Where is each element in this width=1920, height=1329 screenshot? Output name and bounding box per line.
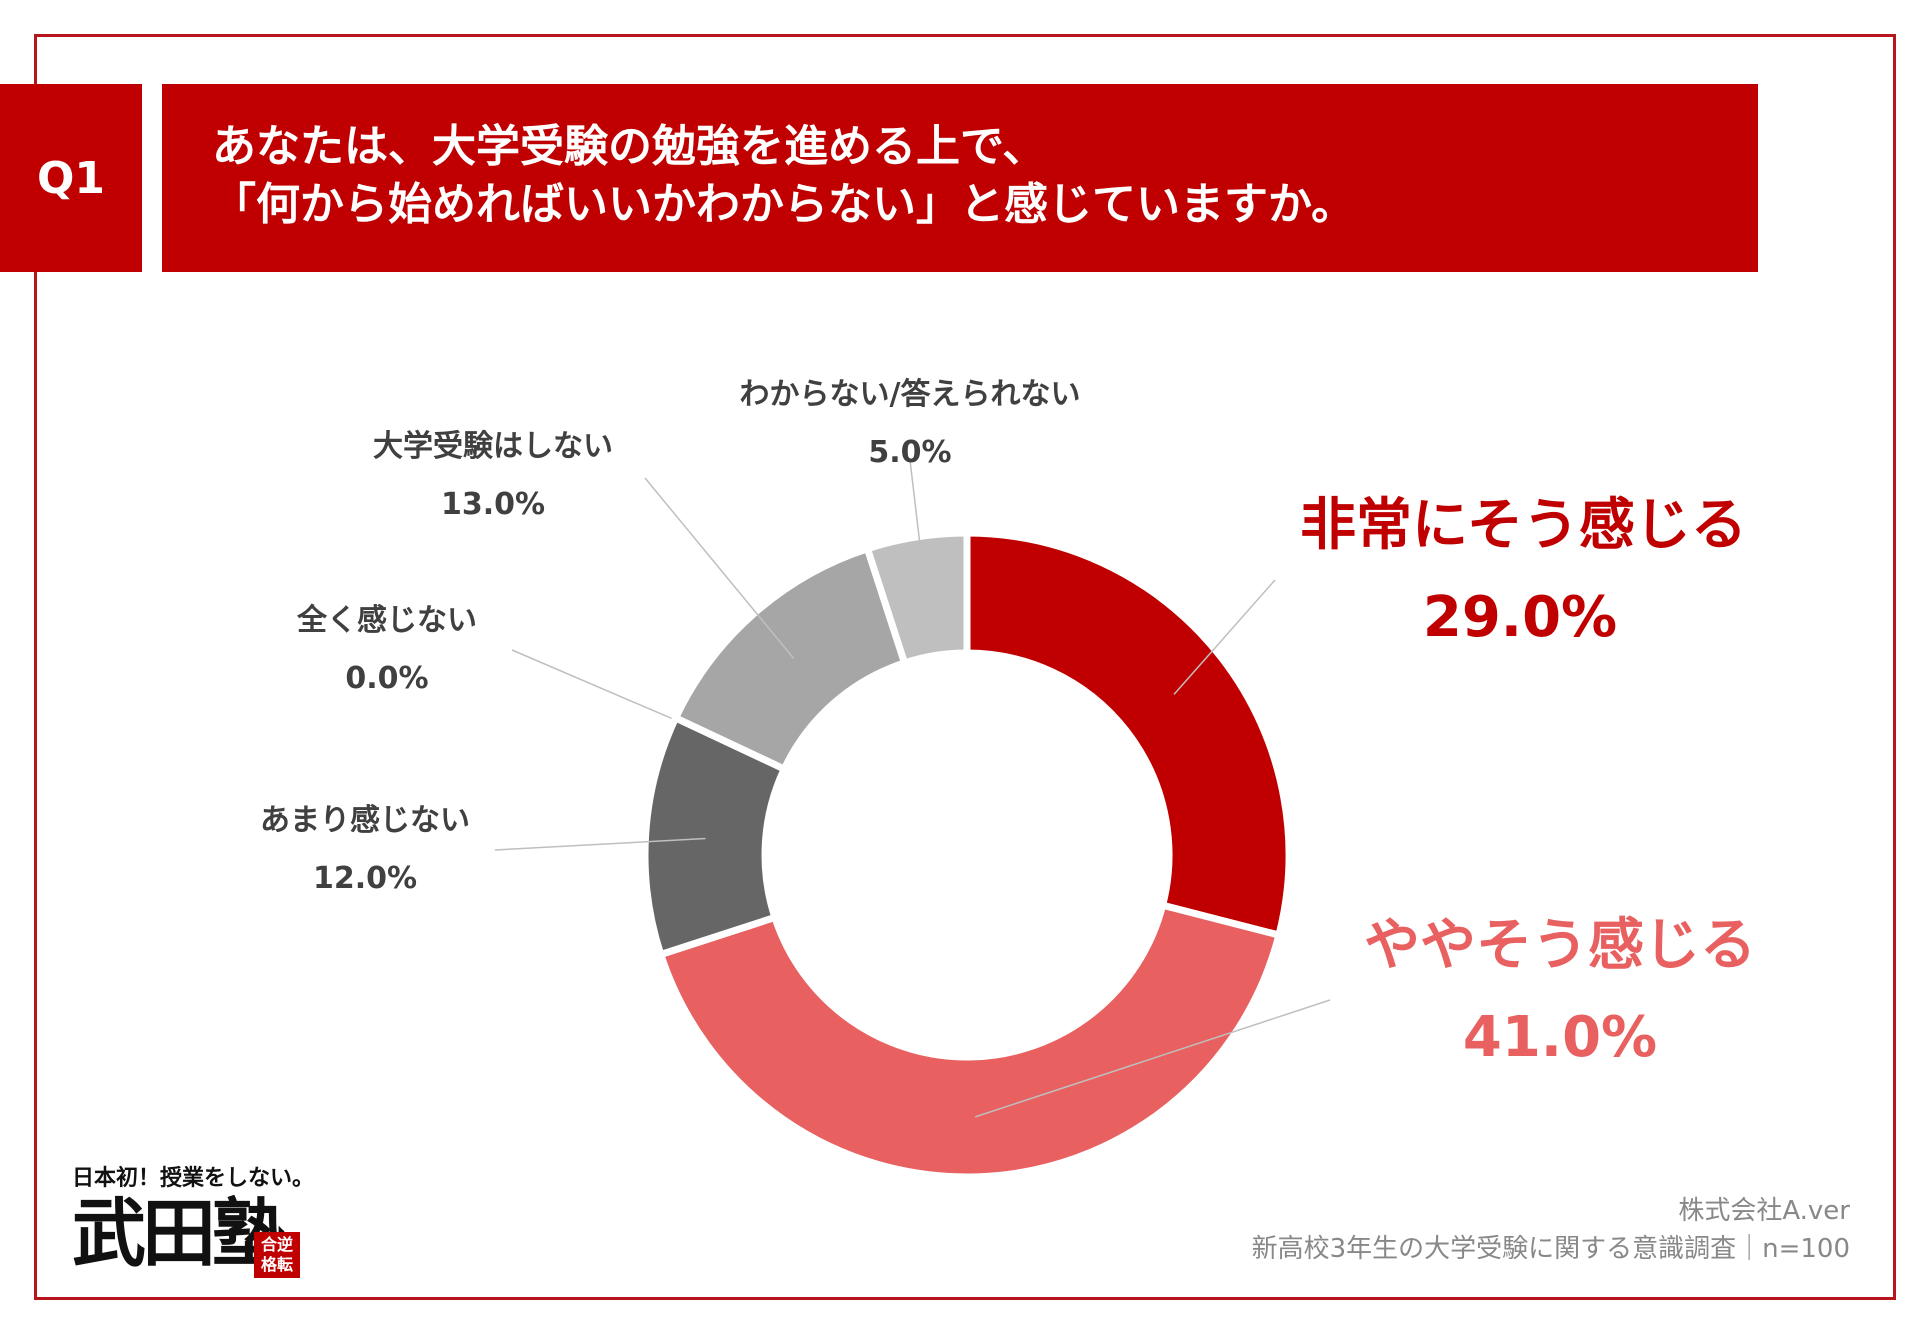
label-slice-1-value: 41.0% (1462, 1005, 1658, 1070)
leader-line-2 (494, 837, 706, 851)
slide-frame (34, 34, 1896, 1300)
label-slice-1-category: ややそう感じる (1364, 913, 1756, 978)
question-banner: あなたは、大学受験の勉強を進める上で、 「何から始めればいいかわからない」と感じ… (162, 84, 1758, 272)
label-slice-2-category: あまり感じない (260, 803, 470, 838)
label-slice-2: あまり感じない 12.0% (235, 792, 495, 908)
logo-name: 武田塾 (72, 1191, 286, 1277)
leader-line-5 (909, 459, 927, 597)
donut-slice-1 (656, 900, 1284, 1181)
label-slice-4-category: 大学受験はしない (373, 429, 613, 464)
takedajuku-logo: 日本初！授業をしない。 武田塾 合逆格転 (72, 1160, 332, 1280)
label-slice-3: 全く感じない 0.0% (262, 592, 512, 708)
label-slice-0: 非常にそう感じる 29.0% (1300, 480, 1747, 664)
label-slice-5: わからない/答えられない 5.0% (690, 366, 1130, 482)
label-slice-5-value: 5.0% (868, 435, 952, 470)
label-slice-1: ややそう感じる 41.0% (1340, 900, 1780, 1084)
logo-stamp: 合逆格転 (254, 1232, 300, 1278)
leader-line-4 (644, 477, 795, 659)
question-line-2: 「何から始めればいいかわからない」と感じていますか。 (212, 179, 1356, 230)
label-slice-4-value: 13.0% (440, 487, 546, 522)
label-slice-0-value: 29.0% (1422, 585, 1618, 650)
leader-line-1 (974, 999, 1331, 1118)
leader-line-0 (1173, 579, 1276, 695)
label-slice-5-category: わからない/答えられない (739, 377, 1081, 412)
label-slice-3-category: 全く感じない (297, 603, 477, 638)
label-slice-4: 大学受験はしない 13.0% (338, 418, 648, 534)
footer-source: 株式会社A.ver 新高校3年生の大学受験に関する意識調査｜n=100 (1252, 1192, 1850, 1268)
footer-company: 株式会社A.ver (1678, 1196, 1850, 1226)
question-badge: Q1 (0, 84, 142, 272)
donut-slice-5 (863, 529, 971, 668)
donut-slice-4 (670, 544, 909, 774)
footer-survey-note: 新高校3年生の大学受験に関する意識調査｜n=100 (1251, 1234, 1850, 1264)
logo-tagline: 日本初！授業をしない。 (72, 1165, 315, 1191)
label-slice-0-category: 非常にそう感じる (1300, 493, 1747, 558)
question-line-1: あなたは、大学受験の勉強を進める上で、 (212, 121, 1047, 172)
label-slice-2-value: 12.0% (312, 861, 418, 896)
label-slice-3-value: 0.0% (345, 661, 429, 696)
question-badge-label: Q1 (36, 152, 106, 204)
donut-slice-0 (963, 529, 1293, 940)
